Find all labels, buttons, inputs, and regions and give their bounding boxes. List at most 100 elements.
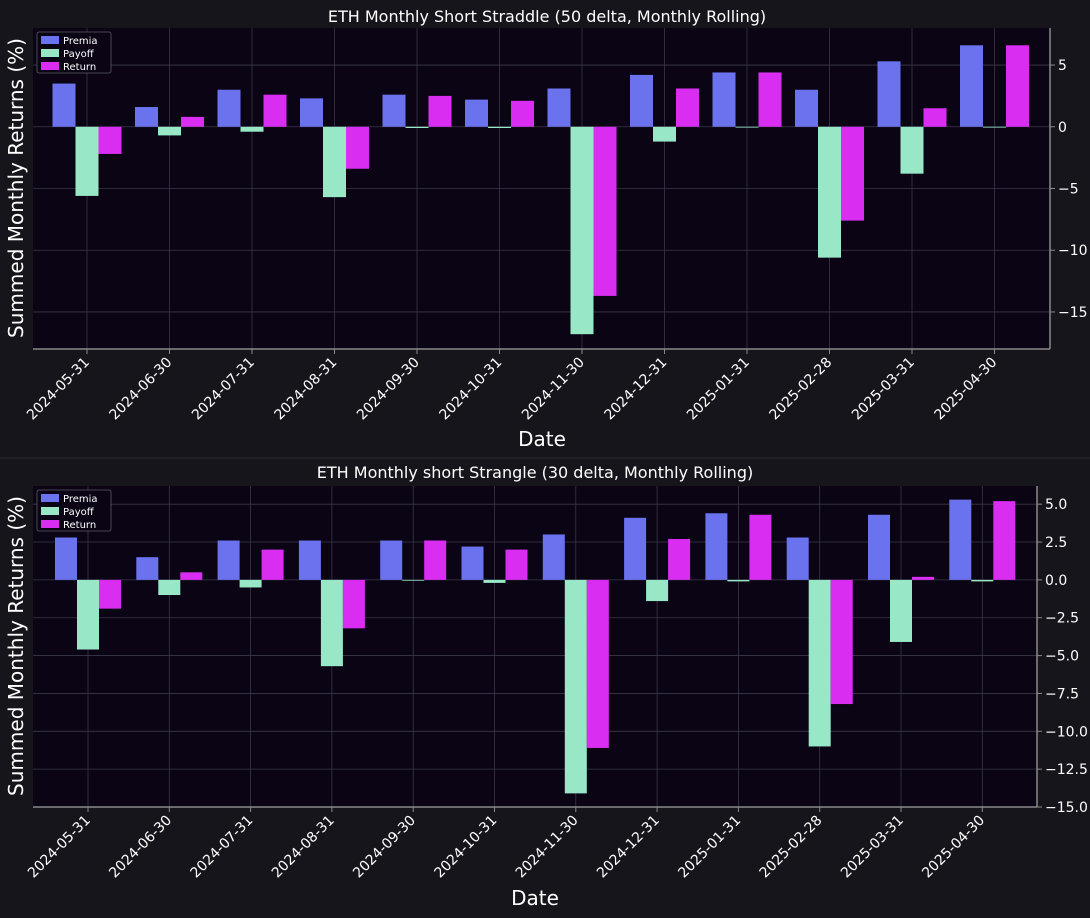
strangle-y-axis-label: Summed Monthly Returns (%) (4, 496, 28, 796)
straddle-bar-premia-2024-09-30 (382, 94, 406, 127)
strangle-y-tick-label: −7.5 (1045, 686, 1079, 702)
strangle-bar-premia-2024-09-30 (380, 540, 403, 580)
strangle-bar-premia-2024-12-31 (624, 517, 647, 580)
straddle-y-ticks: 5 0 −5 −10 −15 (1050, 58, 1088, 321)
strangle-bar-premia-2024-05-31 (55, 537, 77, 580)
straddle-bar-payoff-2025-01-31 (735, 126, 759, 128)
strangle-legend-swatch-premia (41, 494, 59, 502)
straddle-x-axis-label: Date (518, 427, 566, 451)
straddle-bar-premia-2025-03-31 (877, 61, 901, 127)
straddle-bar-payoff-2024-05-31 (75, 126, 99, 196)
strangle-legend-label-payoff: Payoff (63, 507, 95, 518)
strangle-bar-premia-2025-03-31 (868, 514, 890, 580)
straddle-y-tick-label: −15 (1058, 305, 1088, 321)
strangle-chart-title: ETH Monthly short Strangle (30 delta, Mo… (317, 463, 753, 482)
strangle-bar-payoff-2025-02-28 (808, 579, 831, 747)
straddle-bar-premia-2025-04-30 (960, 45, 983, 127)
strangle-x-axis-label: Date (511, 886, 559, 910)
strangle-bar-payoff-2024-08-31 (320, 579, 343, 667)
strangle-bar-return-2025-02-28 (830, 579, 853, 705)
straddle-y-tick-label: −10 (1058, 243, 1088, 259)
straddle-bar-premia-2024-10-31 (465, 99, 488, 127)
strangle-bar-return-2024-10-31 (505, 549, 528, 580)
strangle-y-tick-label: 5.0 (1045, 497, 1067, 513)
straddle-bar-return-2024-07-31 (263, 94, 287, 127)
straddle-bar-return-2025-02-28 (841, 126, 864, 221)
straddle-bar-return-2024-06-30 (181, 116, 204, 127)
strangle-bar-premia-2025-04-30 (949, 499, 972, 580)
strangle-bar-return-2025-04-30 (993, 501, 1016, 580)
strangle-bar-return-2024-07-31 (261, 549, 284, 580)
straddle-bar-return-2024-08-31 (346, 126, 369, 169)
strangle-y-tick-label: −2.5 (1045, 611, 1079, 627)
straddle-bar-return-2024-12-31 (676, 88, 699, 127)
strangle-bar-premia-2024-11-30 (542, 534, 565, 580)
strangle-bar-payoff-2024-12-31 (646, 579, 669, 602)
strangle-y-tick-label: −5.0 (1045, 649, 1079, 665)
straddle-legend-label-payoff: Payoff (63, 49, 95, 60)
straddle-legend-swatch-payoff (41, 49, 59, 57)
straddle-bar-return-2024-10-31 (511, 100, 534, 127)
strangle-y-tick-label: −15.0 (1045, 800, 1088, 816)
straddle-bar-payoff-2024-09-30 (405, 126, 429, 129)
strangle-bar-payoff-2024-11-30 (564, 579, 587, 794)
strangle-bar-payoff-2024-10-31 (483, 579, 506, 583)
straddle-legend-swatch-premia (41, 36, 59, 44)
straddle-legend-label-return: Return (63, 62, 96, 73)
strangle-bar-premia-2024-10-31 (461, 546, 484, 580)
strangle-bar-return-2025-03-31 (912, 576, 934, 580)
straddle-bar-premia-2025-02-28 (795, 89, 818, 127)
straddle-bar-payoff-2024-07-31 (240, 126, 264, 132)
strangle-bar-premia-2025-02-28 (786, 537, 809, 580)
strangle-bar-return-2025-01-31 (749, 514, 772, 580)
strangle-y-ticks: 5.0 2.5 0.0 −2.5 −5.0 −7.5 −10.0 −12.5 −15.0 (1037, 497, 1088, 816)
strangle-bar-return-2024-09-30 (424, 540, 447, 580)
strangle-legend-swatch-payoff (41, 507, 59, 515)
straddle-bar-payoff-2024-06-30 (158, 126, 181, 136)
strangle-bar-payoff-2025-03-31 (890, 579, 912, 642)
strangle-bar-payoff-2025-01-31 (727, 579, 750, 582)
straddle-bar-payoff-2024-11-30 (570, 126, 594, 335)
strangle-bar-return-2024-05-31 (99, 579, 121, 609)
strangle-legend-swatch-return (41, 520, 59, 528)
strangle-bar-return-2024-06-30 (180, 572, 203, 580)
straddle-gridlines (33, 28, 1050, 349)
straddle-bar-payoff-2024-12-31 (653, 126, 676, 142)
straddle-bar-payoff-2024-10-31 (488, 126, 511, 129)
straddle-bar-premia-2024-06-30 (135, 107, 158, 127)
straddle-bar-payoff-2025-03-31 (900, 126, 924, 174)
straddle-bar-return-2024-05-31 (98, 126, 122, 154)
strangle-legend-label-premia: Premia (63, 494, 98, 505)
straddle-bar-premia-2024-07-31 (217, 89, 241, 127)
strangle-bar-return-2024-12-31 (668, 538, 691, 580)
straddle-bar-premia-2024-11-30 (547, 88, 571, 127)
strangle-bar-premia-2024-08-31 (298, 540, 321, 580)
strangle-bar-return-2024-11-30 (586, 579, 609, 748)
straddle-legend-swatch-return (41, 62, 59, 70)
strangle-bar-payoff-2024-05-31 (77, 579, 99, 650)
straddle-bar-payoff-2025-02-28 (818, 126, 841, 258)
straddle-legend-label-premia: Premia (63, 36, 98, 47)
strangle-bar-premia-2024-06-30 (136, 557, 159, 580)
straddle-bar-payoff-2025-04-30 (983, 126, 1006, 128)
straddle-y-tick-label: 0 (1058, 120, 1067, 136)
straddle-bar-return-2024-11-30 (593, 126, 617, 296)
straddle-bar-premia-2024-05-31 (52, 83, 76, 127)
strangle-y-tick-label: 0.0 (1045, 573, 1067, 589)
straddle-chart-title: ETH Monthly Short Straddle (50 delta, Mo… (328, 7, 766, 26)
strangle-y-tick-label: 2.5 (1045, 535, 1067, 551)
straddle-bar-payoff-2024-08-31 (323, 126, 346, 198)
straddle-bar-return-2025-03-31 (923, 108, 947, 127)
straddle-bar-return-2025-04-30 (1006, 45, 1029, 127)
strangle-bars (55, 499, 1016, 794)
strangle-legend-label-return: Return (63, 520, 96, 531)
straddle-bars (52, 45, 1029, 335)
strangle-y-tick-label: −12.5 (1045, 762, 1088, 778)
straddle-bar-premia-2025-01-31 (712, 72, 736, 127)
strangle-bar-payoff-2024-06-30 (158, 579, 181, 596)
strangle-bar-return-2024-08-31 (342, 579, 365, 629)
straddle-y-tick-label: 5 (1058, 58, 1067, 74)
strangle-bar-premia-2025-01-31 (705, 513, 728, 580)
strangle-y-tick-label: −10.0 (1045, 724, 1088, 740)
